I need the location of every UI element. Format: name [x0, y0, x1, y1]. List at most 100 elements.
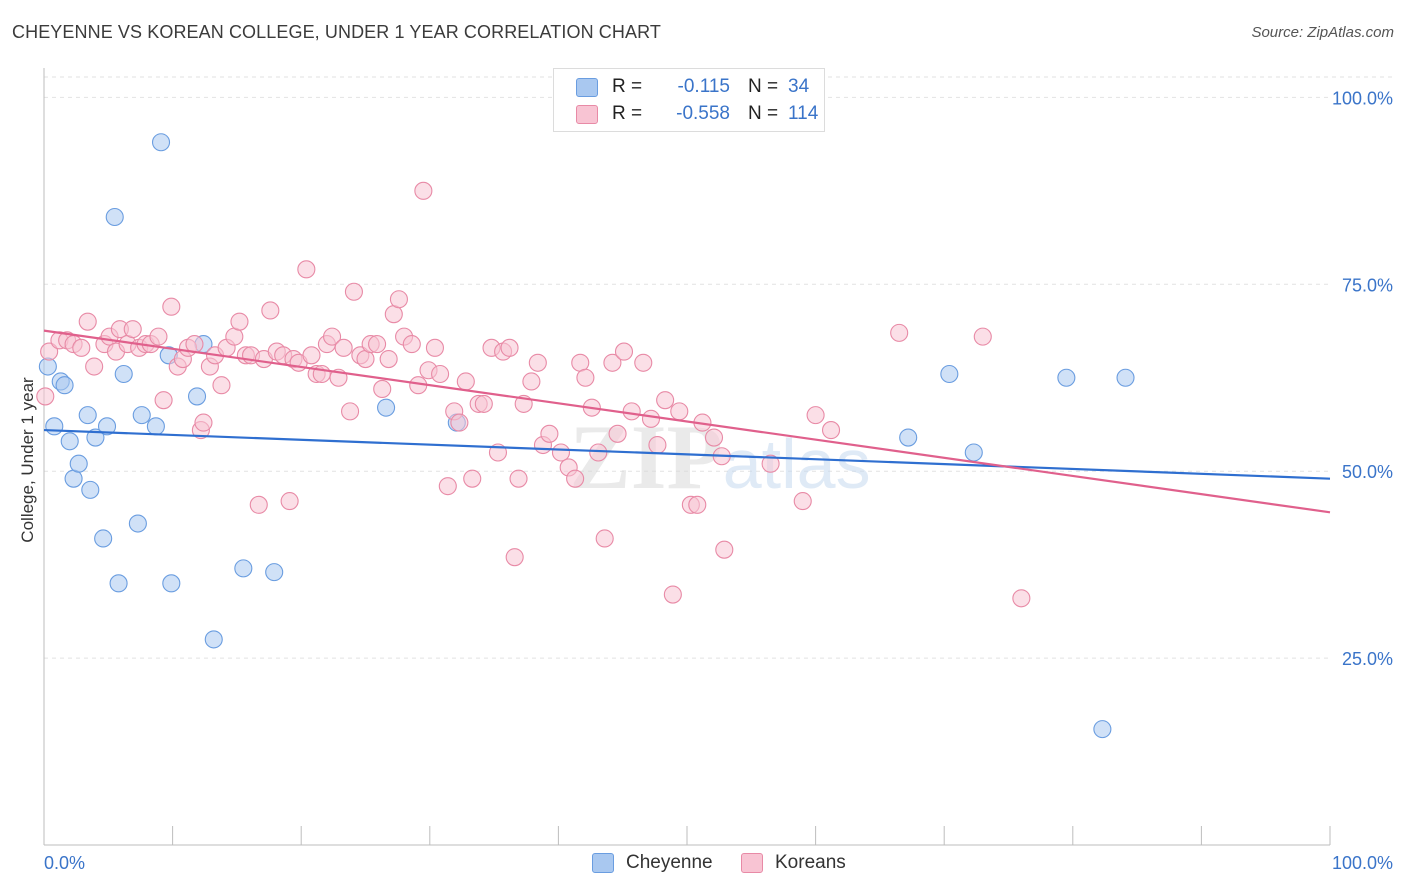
axes	[43, 68, 1331, 846]
y-tick-label: 25.0%	[1342, 649, 1393, 669]
legend-swatch-koreans	[576, 104, 598, 124]
data-point-koreans	[821, 421, 841, 440]
data-point-koreans	[641, 409, 661, 428]
data-point-koreans	[670, 402, 689, 421]
legend-r-label: R =	[612, 103, 643, 124]
legend-row-cheyenne: R = -0.115 N = 34	[576, 75, 809, 99]
data-point-koreans	[540, 424, 559, 443]
data-point-koreans	[509, 469, 528, 488]
data-point-cheyenne	[204, 630, 223, 649]
legend-n-label: N =	[748, 103, 779, 124]
data-point-cheyenne	[1116, 368, 1135, 387]
data-point-koreans	[162, 297, 181, 316]
data-point-koreans	[373, 379, 392, 399]
data-point-koreans	[551, 443, 571, 462]
data-point-koreans	[663, 585, 682, 604]
data-point-koreans	[1012, 589, 1031, 608]
y-axis-label: College, Under 1 year	[18, 377, 37, 543]
data-point-koreans	[603, 353, 622, 372]
data-point-cheyenne	[55, 376, 74, 395]
data-point-koreans	[85, 357, 104, 376]
x-tick-label: 100.0%	[1332, 853, 1393, 873]
data-point-cheyenne	[38, 357, 57, 376]
data-point-koreans	[40, 342, 59, 361]
data-point-koreans	[402, 335, 421, 354]
data-point-koreans	[149, 327, 168, 346]
data-point-koreans	[566, 469, 585, 488]
series-legend: Cheyenne Koreans	[0, 852, 1406, 878]
source-credit: Source: ZipAtlas.com	[1251, 24, 1394, 41]
data-point-koreans	[334, 338, 353, 357]
trend-line-cheyenne	[43, 428, 1331, 480]
data-point-koreans	[648, 435, 667, 455]
x-tick-label: 0.0%	[44, 853, 85, 873]
data-point-cheyenne	[377, 398, 396, 417]
chart-title: CHEYENNE VS KOREAN COLLEGE, UNDER 1 YEAR…	[12, 22, 661, 42]
data-point-cheyenne	[187, 387, 207, 406]
series-cheyenne	[38, 133, 1135, 739]
trend-line-koreans	[43, 329, 1331, 514]
data-point-cheyenne	[45, 417, 64, 436]
data-point-cheyenne	[265, 563, 284, 582]
legend-r-value: -0.115	[677, 76, 730, 97]
data-point-koreans	[806, 406, 825, 425]
data-point-koreans	[595, 529, 614, 548]
data-point-cheyenne	[234, 559, 253, 578]
data-point-koreans	[438, 477, 457, 496]
data-point-cheyenne	[151, 133, 171, 152]
data-points	[36, 133, 1135, 739]
legend-item-cheyenne: Cheyenne	[592, 852, 713, 874]
legend-r-value: -0.558	[676, 103, 730, 124]
data-point-koreans	[389, 290, 408, 309]
legend-swatch-cheyenne	[576, 77, 598, 97]
data-point-koreans	[302, 346, 321, 365]
tick-labels: 25.0% 50.0% 75.0% 100.0% 0.0% 100.0%	[44, 88, 1393, 873]
data-point-cheyenne	[162, 574, 181, 593]
data-point-cheyenne	[146, 417, 165, 436]
legend-n-label: N =	[748, 76, 779, 97]
y-tick-label: 100.0%	[1332, 88, 1393, 108]
data-point-koreans	[72, 338, 91, 357]
data-point-cheyenne	[94, 529, 113, 548]
data-point-koreans	[688, 495, 707, 514]
data-point-koreans	[608, 424, 627, 443]
data-point-koreans	[890, 323, 909, 342]
data-point-cheyenne	[109, 574, 128, 593]
data-point-koreans	[973, 327, 992, 346]
data-point-koreans	[154, 391, 173, 410]
data-point-koreans	[793, 492, 812, 511]
data-point-koreans	[614, 342, 634, 361]
data-point-cheyenne	[1057, 368, 1076, 387]
data-point-koreans	[634, 353, 653, 372]
data-point-cheyenne	[1093, 720, 1112, 739]
data-point-cheyenne	[86, 428, 105, 447]
legend-label-cheyenne: Cheyenne	[626, 852, 713, 873]
data-point-koreans	[715, 540, 734, 559]
data-point-cheyenne	[964, 443, 983, 462]
data-point-koreans	[368, 335, 387, 354]
legend-item-koreans: Koreans	[741, 852, 846, 874]
data-point-cheyenne	[940, 364, 959, 384]
data-point-koreans	[474, 394, 493, 413]
data-point-koreans	[123, 320, 142, 339]
data-point-koreans	[761, 454, 780, 473]
data-point-cheyenne	[105, 207, 124, 227]
data-point-koreans	[230, 312, 249, 331]
data-point-koreans	[505, 548, 524, 567]
legend-swatch-koreans	[741, 853, 763, 873]
data-point-koreans	[36, 387, 55, 406]
data-point-koreans	[379, 349, 398, 369]
legend-label-koreans: Koreans	[775, 852, 846, 873]
legend-swatch-cheyenne	[592, 853, 614, 873]
legend-row-koreans: R = -0.558 N = 114	[576, 102, 818, 126]
data-point-cheyenne	[69, 454, 88, 473]
data-point-cheyenne	[97, 417, 117, 436]
data-point-koreans	[425, 338, 444, 357]
data-point-koreans	[656, 391, 675, 410]
data-point-koreans	[450, 413, 469, 432]
data-point-koreans	[297, 260, 316, 279]
legend-r-label: R =	[612, 76, 643, 97]
data-point-cheyenne	[128, 514, 147, 533]
data-point-cheyenne	[114, 364, 133, 384]
